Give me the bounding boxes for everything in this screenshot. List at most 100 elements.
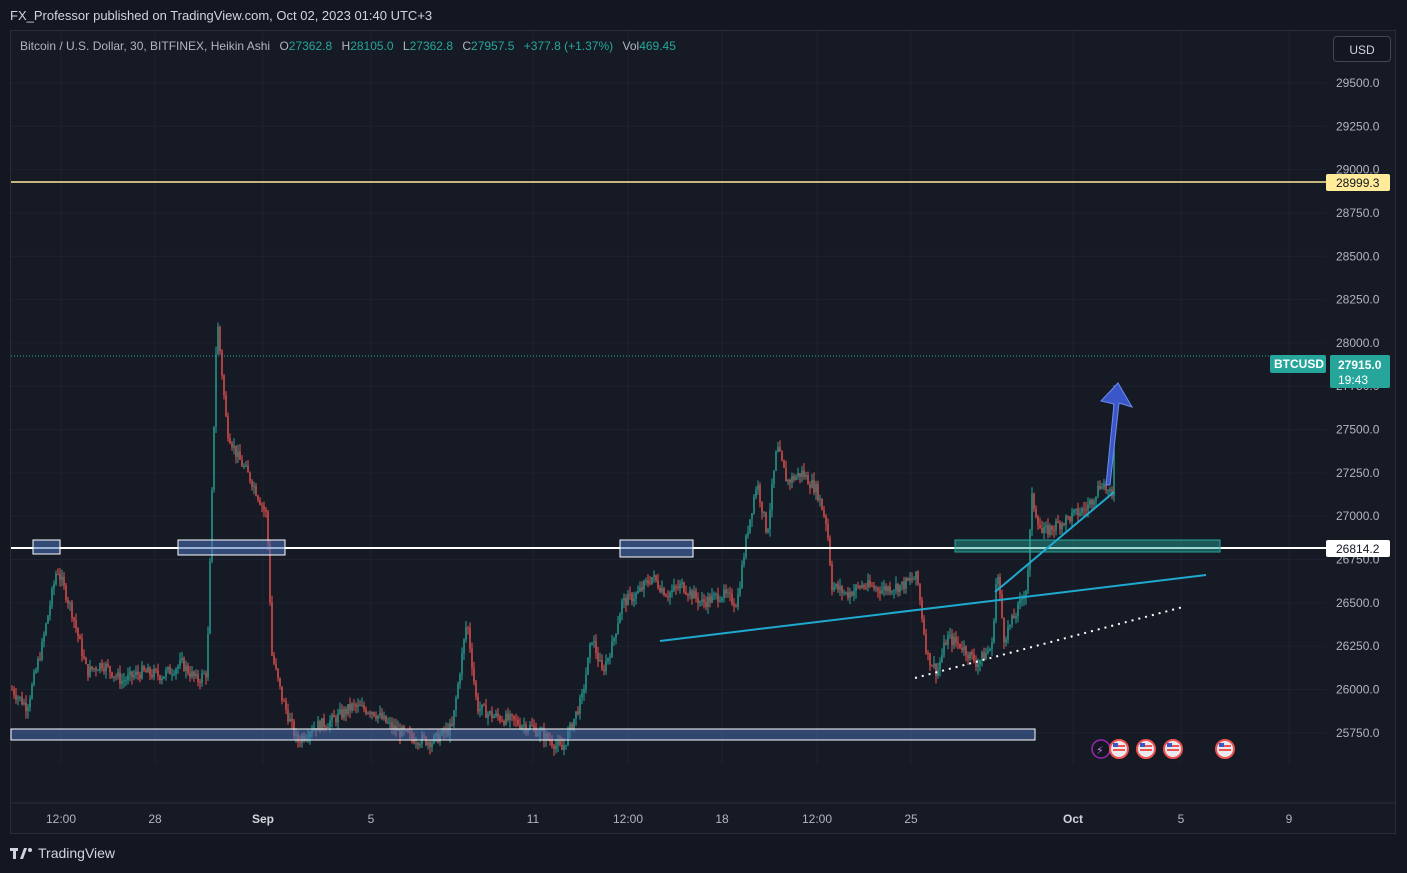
candle	[1103, 483, 1105, 488]
candle	[1009, 624, 1011, 627]
candle	[671, 590, 673, 593]
candle	[819, 498, 821, 500]
zone-box-4[interactable]	[954, 539, 1221, 553]
candle	[159, 675, 161, 681]
candle	[499, 716, 501, 721]
zone-box-bottom[interactable]	[10, 728, 1036, 741]
candle	[453, 710, 455, 726]
candle	[231, 443, 233, 448]
time-tick-label: 5	[1178, 812, 1185, 826]
zone-box-2[interactable]	[177, 539, 286, 556]
us-flag-icon[interactable]	[1109, 739, 1129, 759]
chart-frame[interactable]	[10, 30, 1396, 834]
candle	[1091, 499, 1093, 505]
candle	[1017, 603, 1019, 617]
time-tick-label: 12:00	[46, 812, 76, 826]
candle	[69, 602, 71, 604]
candle	[657, 580, 659, 588]
trend-line-steep[interactable]	[994, 491, 1115, 593]
candle	[469, 628, 471, 649]
us-flag-icon[interactable]	[1163, 739, 1183, 759]
candle	[675, 586, 677, 588]
us-flag-icon[interactable]	[1215, 739, 1235, 759]
candle	[761, 501, 763, 513]
candle	[987, 650, 989, 653]
candle	[1013, 615, 1015, 619]
candle	[1019, 599, 1021, 604]
event-icons[interactable]: ⚡	[1091, 739, 1235, 759]
candle	[897, 583, 899, 592]
candle	[575, 711, 577, 719]
candle	[487, 713, 489, 718]
price-tick-label: 28250.0	[1336, 293, 1380, 307]
candle	[763, 512, 765, 514]
candle	[891, 591, 893, 593]
price-axis: 25750.026000.026250.026500.026750.027000…	[1336, 76, 1380, 740]
candle	[633, 598, 635, 602]
candle	[475, 681, 477, 697]
tradingview-logo[interactable]: TradingView	[10, 845, 115, 861]
candle	[613, 637, 615, 642]
candle	[233, 445, 235, 448]
candle	[1001, 594, 1003, 618]
candle	[937, 668, 939, 676]
candle	[431, 743, 433, 748]
candle	[851, 592, 853, 596]
candle	[145, 670, 147, 673]
candle	[187, 665, 189, 674]
candle	[349, 704, 351, 711]
low-value: 27362.8	[409, 39, 453, 53]
candle	[193, 671, 195, 677]
candle	[591, 642, 593, 645]
candle	[677, 587, 679, 589]
candle	[1011, 615, 1013, 625]
candle	[133, 674, 135, 678]
candle	[867, 580, 869, 588]
price-tick-label: 28000.0	[1336, 336, 1380, 350]
zone-box-1[interactable]	[32, 539, 61, 555]
candle	[741, 564, 743, 588]
candle	[511, 714, 513, 716]
candle	[857, 585, 859, 587]
candle	[89, 666, 91, 677]
candle	[355, 704, 357, 707]
trend-line-dotted[interactable]	[914, 606, 1184, 679]
candle	[515, 719, 517, 721]
price-tick-label: 29500.0	[1336, 76, 1380, 90]
us-flag-icon[interactable]	[1136, 739, 1156, 759]
candle	[79, 636, 81, 640]
currency-button[interactable]: USD	[1333, 36, 1391, 62]
candle	[593, 641, 595, 643]
candle	[1081, 508, 1083, 513]
support-price-label: 26814.2	[1336, 542, 1380, 556]
zone-box-3[interactable]	[619, 539, 694, 558]
candle	[875, 587, 877, 589]
candle	[291, 718, 293, 722]
candle	[925, 633, 927, 654]
candle	[707, 596, 709, 607]
candle	[839, 586, 841, 590]
candle	[625, 597, 627, 606]
candle	[945, 642, 947, 645]
candle	[473, 668, 475, 682]
trend-line-long[interactable]	[659, 574, 1207, 642]
candle	[63, 576, 65, 586]
up-arrow[interactable]	[1100, 382, 1134, 486]
candle	[201, 673, 203, 683]
candle	[569, 723, 571, 732]
candle	[1095, 496, 1097, 501]
candle	[125, 680, 127, 682]
candle	[23, 702, 25, 705]
candle	[121, 680, 123, 684]
candle	[693, 590, 695, 599]
candle	[827, 524, 829, 539]
candle	[229, 438, 231, 444]
candle	[335, 717, 337, 723]
candle	[415, 743, 417, 745]
candle	[261, 504, 263, 506]
candle	[883, 586, 885, 590]
candle	[165, 670, 167, 677]
candle	[755, 489, 757, 497]
candle	[387, 722, 389, 724]
